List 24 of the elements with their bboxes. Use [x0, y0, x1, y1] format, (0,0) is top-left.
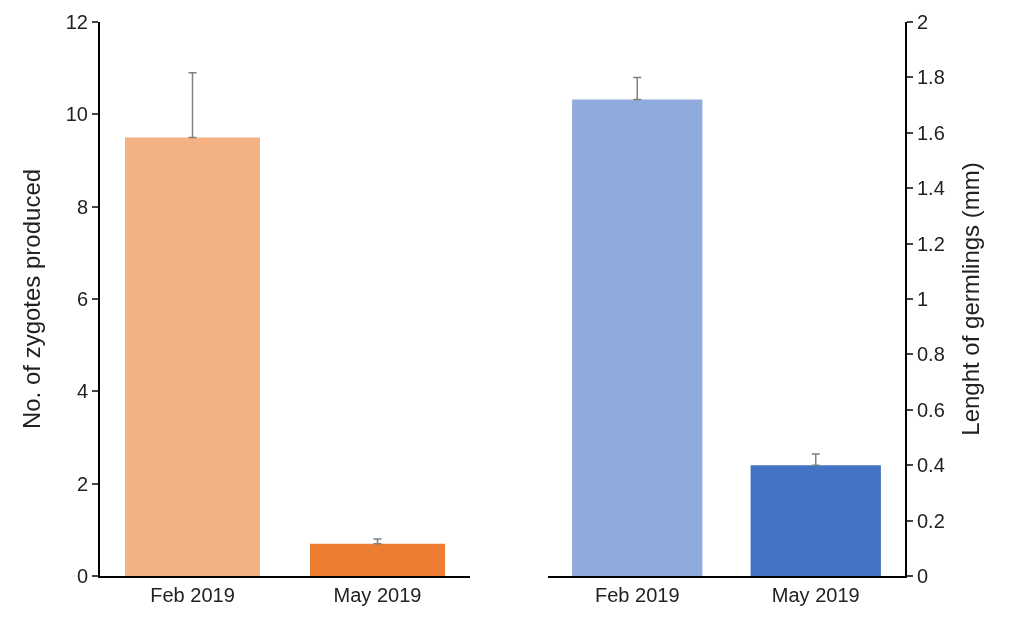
y2-tick-label: 0.2 [917, 509, 945, 532]
y-tick-label: 4 [76, 380, 88, 403]
x-tick-label: May 2019 [333, 584, 422, 606]
y-tick-label: 8 [76, 195, 88, 218]
y2-tick-label: 1.2 [917, 232, 945, 255]
y-tick-label: 6 [76, 288, 88, 310]
y2-tick-label: 2 [917, 11, 929, 33]
y2-tick-label: 0.8 [917, 343, 945, 366]
y-tick-label: 12 [65, 11, 88, 33]
y2-axis-title: Lenght of germlings (mm) [956, 162, 984, 436]
y2-tick-label: 0.6 [917, 398, 945, 421]
y-tick-label: 2 [76, 472, 88, 495]
y-tick-label: 10 [65, 103, 88, 126]
x-tick-label: May 2019 [771, 584, 860, 606]
y-axis-title: No. of zygotes produced [18, 168, 46, 430]
x-tick-label: Feb 2019 [594, 584, 680, 606]
y2-tick-label: 1 [917, 288, 929, 310]
y-tick-label: 0 [76, 565, 88, 587]
y2-tick-label: 1.4 [917, 177, 945, 200]
y2-tick-label: 0.4 [917, 454, 945, 477]
y2-tick-label: 0 [917, 565, 929, 587]
y2-tick-label: 1.6 [917, 121, 945, 144]
y2-tick-label: 1.8 [917, 66, 945, 89]
x-tick-label: Feb 2019 [150, 584, 235, 606]
